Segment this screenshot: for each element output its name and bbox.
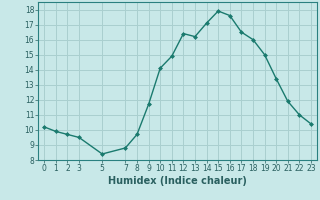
X-axis label: Humidex (Indice chaleur): Humidex (Indice chaleur) [108,176,247,186]
